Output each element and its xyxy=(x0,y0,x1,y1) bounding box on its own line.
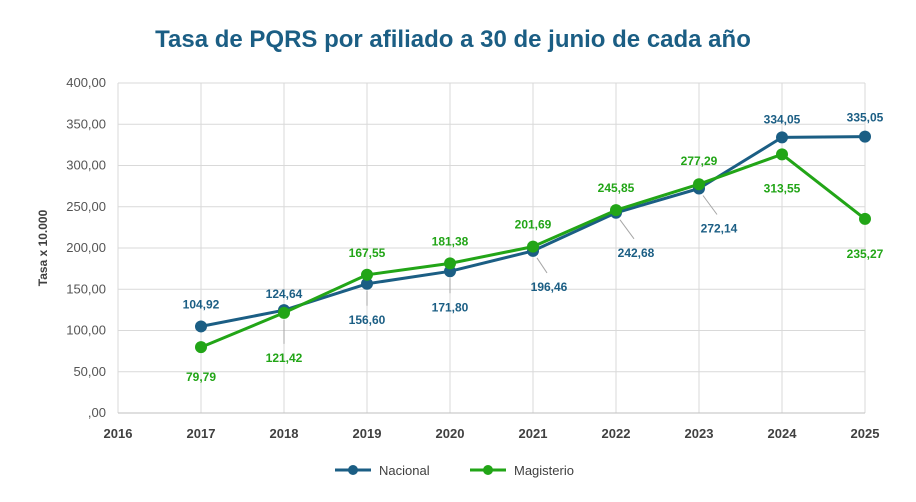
data-point-nacional xyxy=(195,320,207,333)
data-point-magisterio xyxy=(610,204,622,217)
legend-label: Magisterio xyxy=(514,463,574,478)
y-tick-label: ,00 xyxy=(88,405,106,420)
data-point-nacional xyxy=(859,130,871,143)
leader-line xyxy=(619,219,635,240)
y-tick-label: 50,00 xyxy=(73,364,106,379)
data-label-nacional: 335,05 xyxy=(847,111,884,125)
y-tick-label: 250,00 xyxy=(66,199,106,214)
data-point-nacional xyxy=(361,277,373,290)
y-axis-label: Tasa x 10.000 xyxy=(36,209,50,286)
data-point-magisterio xyxy=(776,148,788,161)
x-tick-label: 2019 xyxy=(353,426,382,441)
data-point-magisterio xyxy=(444,257,456,270)
legend-label: Nacional xyxy=(379,463,430,478)
x-tick-label: 2022 xyxy=(602,426,631,441)
legend-item-magisterio: Magisterio xyxy=(470,463,574,478)
chart-title: Tasa de PQRS por afiliado a 30 de junio … xyxy=(155,26,751,53)
leader-line xyxy=(536,257,548,274)
x-axis-ticks: 2016 2017 2018 2019 2020 2021 2022 2023 2024 2025 xyxy=(104,426,880,441)
data-label-nacional: 196,46 xyxy=(531,280,568,294)
data-label-leaders xyxy=(283,195,718,344)
data-label-nacional: 171,80 xyxy=(432,300,469,314)
legend-swatch-marker xyxy=(483,465,493,475)
data-point-magisterio xyxy=(195,341,207,354)
data-label-nacional: 272,14 xyxy=(701,221,738,235)
x-tick-label: 2024 xyxy=(768,426,798,441)
data-label-nacional: 156,60 xyxy=(349,313,386,327)
y-tick-label: 300,00 xyxy=(66,158,106,173)
data-label-nacional: 124,64 xyxy=(266,287,303,301)
y-tick-label: 200,00 xyxy=(66,240,106,255)
data-point-magisterio xyxy=(859,212,871,225)
x-tick-label: 2018 xyxy=(270,426,299,441)
series-lines xyxy=(195,130,871,354)
data-label-magisterio: 181,38 xyxy=(432,234,469,248)
y-axis-ticks: ,00 50,00 100,00 150,00 200,00 250,00 300,00 35… xyxy=(66,75,106,420)
x-tick-label: 2025 xyxy=(851,426,880,441)
legend-item-nacional: Nacional xyxy=(335,463,430,478)
x-tick-label: 2017 xyxy=(187,426,216,441)
data-label-magisterio: 313,55 xyxy=(764,181,801,195)
y-tick-label: 100,00 xyxy=(66,323,106,338)
x-tick-label: 2021 xyxy=(519,426,548,441)
x-tick-label: 2016 xyxy=(104,426,133,441)
data-point-magisterio xyxy=(693,178,705,191)
data-label-magisterio: 245,85 xyxy=(598,181,635,195)
data-label-magisterio: 235,27 xyxy=(847,247,884,261)
data-labels: 104,92 124,64 156,60 171,80 196,46 242,68 272,… xyxy=(183,111,884,385)
data-point-magisterio xyxy=(361,268,373,281)
legend-swatch-marker xyxy=(348,465,358,475)
data-label-nacional: 104,92 xyxy=(183,297,220,311)
legend: Nacional Magisterio xyxy=(335,463,574,478)
data-point-magisterio xyxy=(527,240,539,253)
x-tick-label: 2020 xyxy=(436,426,465,441)
y-tick-label: 350,00 xyxy=(66,116,106,131)
leader-line xyxy=(702,195,718,215)
data-point-nacional xyxy=(776,131,788,144)
data-label-magisterio: 167,55 xyxy=(349,246,386,260)
gridlines xyxy=(117,82,866,414)
data-label-magisterio: 121,42 xyxy=(266,351,303,365)
y-tick-label: 400,00 xyxy=(66,75,106,90)
data-label-nacional: 334,05 xyxy=(764,112,801,126)
data-label-nacional: 242,68 xyxy=(618,246,655,260)
data-label-magisterio: 277,29 xyxy=(681,154,718,168)
data-label-magisterio: 201,69 xyxy=(515,218,552,232)
data-label-magisterio: 79,79 xyxy=(186,370,216,384)
y-tick-label: 150,00 xyxy=(66,281,106,296)
x-tick-label: 2023 xyxy=(685,426,714,441)
data-point-magisterio xyxy=(278,306,290,319)
